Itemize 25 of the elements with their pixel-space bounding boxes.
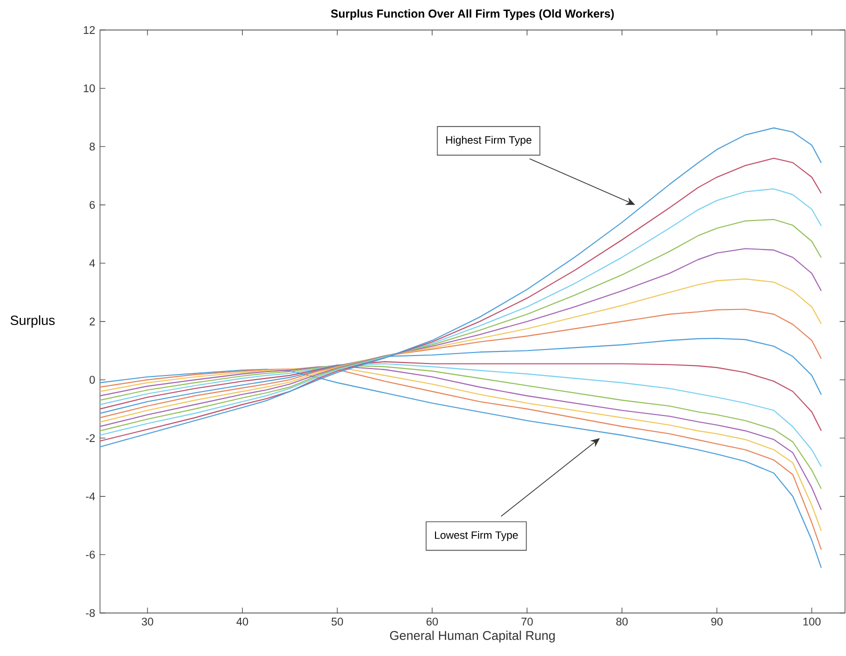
x-tick-label: 70 [521, 618, 533, 626]
annotation: Highest Firm Type [446, 136, 532, 146]
x-tick-label: 80 [616, 618, 628, 626]
x-axis-title: General Human Capital Rung [390, 630, 555, 642]
y-axis-title: Surplus [10, 315, 55, 328]
line-series [99, 278, 822, 423]
x-tick-label: 90 [711, 618, 723, 626]
x-tick-label: 50 [332, 618, 343, 626]
y-tick-label: -6 [86, 550, 95, 559]
y-tick-label: -8 [86, 609, 95, 617]
x-tick-label: 60 [426, 618, 438, 626]
y-tick-label: 4 [89, 259, 95, 267]
x-tick-label: 100 [803, 618, 821, 626]
annotation: Lowest Firm Type [435, 531, 518, 541]
y-tick-label: -4 [86, 492, 95, 500]
y-tick-label: 10 [84, 84, 95, 92]
y-tick-label: 12 [84, 26, 95, 34]
y-tick-label: 2 [90, 318, 95, 326]
y-tick-label: 0 [90, 376, 95, 384]
y-tick-label: 6 [90, 200, 95, 209]
x-tick-label: 30 [142, 618, 154, 626]
y-tick-label: 8 [90, 142, 95, 150]
chart-title: Surplus Function Over All Firm Types (Old Workers) [330, 9, 614, 20]
x-tick-label: 40 [236, 618, 248, 626]
y-tick-label: -2 [86, 434, 95, 442]
